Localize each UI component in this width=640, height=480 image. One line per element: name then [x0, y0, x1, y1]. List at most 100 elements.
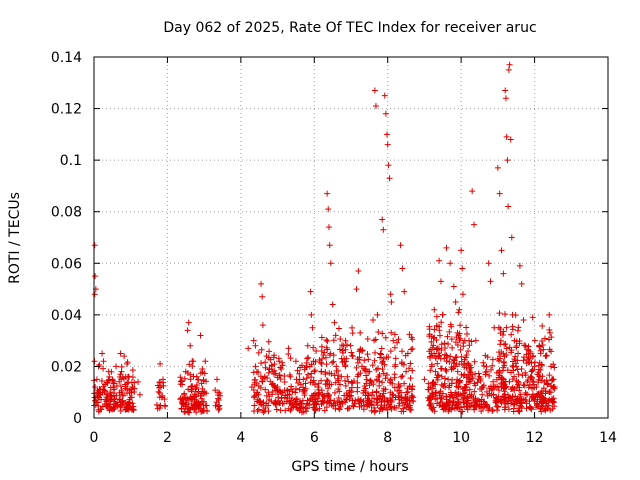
data-point	[503, 324, 510, 331]
data-point	[331, 389, 338, 396]
data-point	[509, 376, 516, 383]
data-point	[346, 405, 353, 412]
data-point	[438, 319, 445, 326]
data-point	[338, 398, 345, 405]
data-point	[309, 395, 316, 402]
data-point	[371, 337, 378, 344]
data-point	[292, 400, 299, 407]
data-point	[399, 372, 406, 379]
data-point	[521, 382, 528, 389]
data-point	[463, 324, 470, 331]
data-point	[438, 373, 445, 380]
data-point	[474, 379, 481, 386]
data-point	[311, 368, 318, 375]
data-point	[281, 394, 288, 401]
data-point	[302, 380, 309, 387]
data-point	[287, 373, 294, 380]
data-point	[280, 400, 287, 407]
data-point	[355, 398, 362, 405]
data-point	[425, 397, 432, 404]
data-point	[182, 408, 189, 415]
data-point	[483, 388, 490, 395]
data-point	[258, 360, 265, 367]
data-point	[103, 391, 110, 398]
data-point	[284, 387, 291, 394]
data-point	[375, 373, 382, 380]
data-point	[531, 396, 538, 403]
data-point	[392, 355, 399, 362]
data-point	[551, 364, 558, 371]
data-point	[255, 391, 262, 398]
data-point	[275, 398, 281, 405]
data-point	[307, 288, 314, 295]
data-point	[432, 368, 439, 375]
data-point	[371, 357, 378, 364]
data-point	[297, 381, 304, 388]
data-point	[156, 389, 163, 396]
data-point	[456, 377, 463, 384]
data-point	[310, 344, 317, 351]
data-point	[344, 405, 351, 412]
data-point	[258, 280, 265, 287]
data-point	[518, 404, 525, 411]
data-point	[431, 408, 438, 415]
data-point	[446, 358, 453, 365]
data-point	[285, 351, 292, 358]
data-point	[117, 404, 124, 411]
data-point	[512, 353, 519, 360]
data-point	[395, 402, 402, 409]
data-point	[394, 387, 401, 394]
data-point	[273, 406, 280, 413]
data-point	[541, 335, 548, 342]
data-point	[528, 374, 535, 381]
data-point	[331, 372, 338, 379]
data-point	[523, 400, 530, 407]
data-point	[426, 394, 433, 401]
data-point	[442, 351, 449, 358]
data-point	[391, 331, 398, 338]
plot-frame	[93, 56, 609, 419]
data-point	[331, 319, 338, 326]
data-point	[160, 376, 167, 383]
data-point	[403, 389, 410, 396]
data-point	[508, 234, 515, 241]
data-point	[548, 383, 555, 390]
data-point	[446, 382, 453, 389]
data-point	[513, 377, 520, 384]
data-point	[429, 382, 436, 389]
data-point	[91, 291, 98, 298]
y-tick-label: 0	[73, 411, 82, 427]
data-point	[368, 379, 375, 386]
data-point	[472, 337, 479, 344]
data-point	[428, 390, 435, 397]
data-point	[335, 386, 342, 393]
data-point	[187, 342, 194, 349]
data-point	[374, 396, 381, 403]
data-point	[105, 368, 112, 375]
data-point	[390, 337, 397, 344]
data-point	[310, 358, 317, 365]
data-point	[450, 399, 457, 406]
y-axis-label: ROTI / TECUs	[7, 192, 23, 284]
data-point	[439, 403, 446, 410]
data-point	[199, 385, 206, 392]
data-point	[385, 354, 392, 361]
data-point	[496, 368, 503, 375]
data-point	[285, 405, 292, 412]
data-point	[487, 278, 494, 285]
data-point	[374, 365, 381, 372]
data-point	[497, 337, 504, 344]
data-point	[191, 391, 198, 398]
data-point	[332, 379, 339, 386]
data-point	[404, 350, 411, 357]
data-point	[325, 385, 332, 392]
data-point	[455, 383, 462, 390]
data-point	[375, 328, 382, 335]
data-point	[198, 380, 205, 387]
data-point	[354, 355, 361, 362]
data-point	[282, 407, 289, 414]
data-point	[548, 348, 555, 355]
data-point	[371, 87, 378, 94]
data-point	[102, 381, 109, 388]
data-point	[382, 110, 389, 117]
